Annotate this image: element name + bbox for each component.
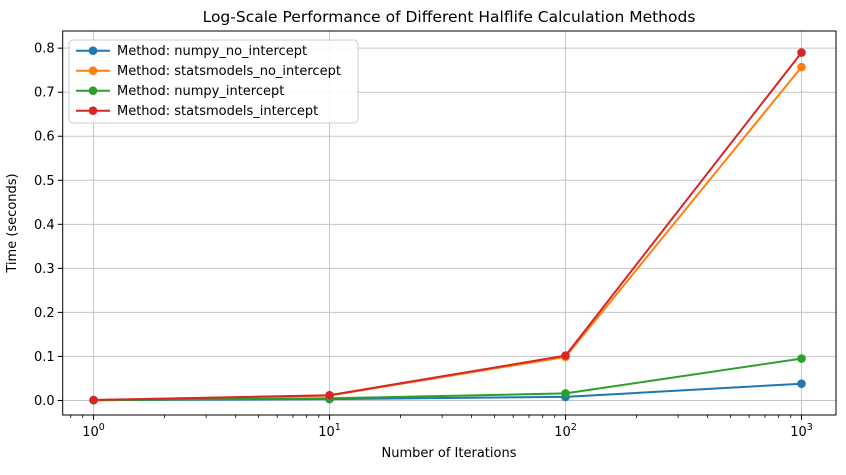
y-tick-label: 0.5	[34, 174, 55, 189]
y-tick-label: 0.1	[34, 350, 55, 365]
y-axis-label: Time (seconds)	[5, 173, 20, 273]
series-marker-3	[325, 390, 334, 400]
legend-marker-2	[88, 86, 98, 95]
legend-label-2: Method: numpy_intercept	[117, 84, 284, 99]
series-marker-3	[561, 351, 570, 360]
plot-border	[62, 30, 837, 416]
x-tick-label: 102	[554, 422, 577, 440]
legend-label-0: Method: numpy_no_intercept	[117, 44, 307, 59]
legend-marker-1	[88, 66, 98, 75]
y-tick-label: 0.0	[34, 394, 55, 409]
y-tick-label: 0.4	[34, 218, 55, 233]
series-marker-2	[561, 389, 570, 398]
series-marker-3	[797, 48, 806, 57]
plot-area: 100 101 102 103 0.0 0.1 0.2 0.3 0.4 0.5 0.6 0.7 0.8 M…	[34, 30, 837, 440]
legend-label-3: Method: statsmodels_intercept	[117, 104, 318, 119]
series-line-2	[93, 357, 802, 402]
series-marker-3	[89, 395, 98, 405]
x-axis-label: Number of Iterations	[382, 446, 517, 461]
series-marker-2	[797, 354, 806, 363]
y-tick-label: 0.6	[34, 130, 55, 145]
legend-marker-0	[88, 46, 98, 55]
x-tick-label: 100	[82, 422, 105, 440]
y-tick-label: 0.8	[34, 42, 55, 57]
y-tick-label: 0.7	[34, 86, 55, 101]
legend-label-1: Method: statsmodels_no_intercept	[117, 64, 341, 79]
x-tick-label: 101	[318, 422, 341, 440]
legend-marker-3	[88, 106, 98, 115]
series-marker-0	[797, 379, 806, 389]
x-tick-label: 103	[790, 422, 813, 440]
y-tick-label: 0.2	[34, 306, 55, 321]
y-tick-label: 0.3	[34, 262, 55, 277]
series-line-3	[93, 51, 803, 401]
legend-box	[68, 39, 359, 124]
chart-title: Log-Scale Performance of Different Halfl…	[203, 8, 696, 26]
series-marker-1	[797, 62, 806, 72]
